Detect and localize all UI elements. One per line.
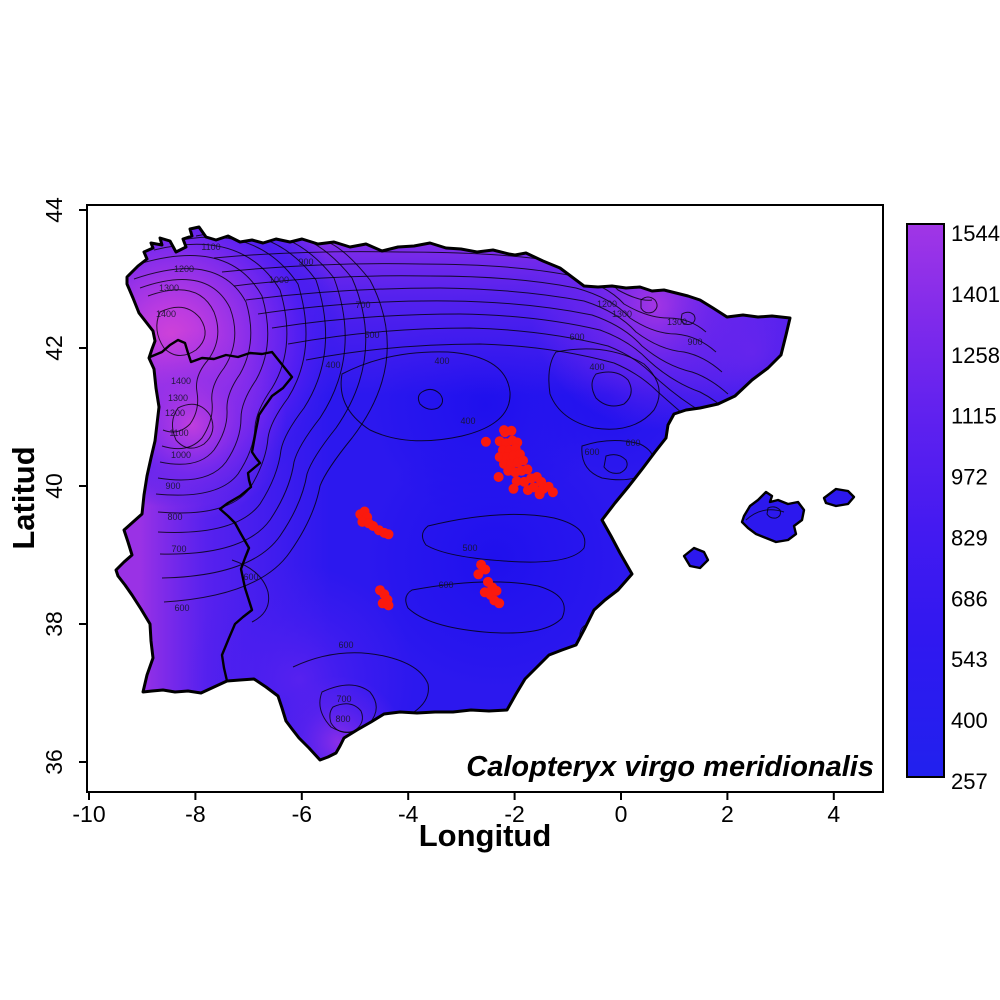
x-axis-title: Longitud: [419, 818, 552, 853]
contour-value-label: 600: [438, 580, 453, 590]
occurrence-point: [547, 487, 558, 498]
colorbar-gradient: [906, 223, 945, 778]
contour-value-label: 1300: [612, 309, 632, 319]
colorbar-tick-label: 1544: [951, 221, 1000, 246]
y-axis-title: Latitud: [6, 446, 41, 549]
contour-value-label: 600: [569, 332, 584, 342]
occurrence-point: [383, 529, 394, 540]
colorbar-tick-label: 257: [951, 769, 988, 794]
contour-value-label: 400: [460, 416, 475, 426]
contour-value-label: 500: [462, 543, 477, 553]
coastline-mallorca: [740, 490, 806, 544]
occurrence-point: [511, 476, 522, 487]
contour-value-label: 1000: [269, 275, 289, 285]
contour-value-label: 600: [243, 572, 258, 582]
colorbar-labels: 1544 1401 1258 1115 972 829 686 543 400 257: [951, 221, 1000, 794]
occurrence-points: [355, 425, 558, 611]
occurrence-point: [522, 485, 533, 496]
contour-value-label: 1200: [165, 408, 185, 418]
contour-value-label: 1400: [156, 309, 176, 319]
contour-value-label: 900: [687, 337, 702, 347]
contour-value-label: 500: [364, 330, 379, 340]
plot-frame: [86, 204, 884, 793]
coastline-iberia: [114, 225, 792, 762]
x-tick-label: 2: [721, 801, 734, 827]
contour-value-label: 1100: [169, 428, 188, 438]
x-tick-label: -10: [72, 801, 105, 827]
colorbar-tick-label: 686: [951, 586, 988, 611]
contour-value-label: 800: [167, 512, 182, 522]
y-tick-label: 40: [41, 473, 67, 499]
colorbar: 1544 1401 1258 1115 972 829 686 543 400 257: [906, 221, 1000, 794]
x-tick-label: -6: [292, 801, 312, 827]
contour-value-label: 1100: [201, 242, 220, 252]
contour-value-label: 1000: [171, 450, 191, 460]
y-tick-label: 42: [41, 335, 67, 361]
occurrence-point: [518, 455, 529, 466]
occurrence-point: [480, 436, 491, 447]
occurrence-point: [383, 600, 394, 611]
contour-value-label: 900: [165, 481, 180, 491]
contour-value-label: 600: [174, 603, 189, 613]
colorbar-tick-label: 400: [951, 708, 988, 733]
x-tick-label: -8: [185, 801, 205, 827]
occurrence-point: [506, 425, 517, 436]
contour-value-label: 900: [298, 257, 313, 267]
occurrence-point: [508, 483, 519, 494]
occurrence-point: [493, 472, 504, 482]
occurrence-point: [522, 464, 533, 475]
contour-value-label: 600: [584, 447, 599, 457]
occurrence-point: [473, 569, 484, 580]
x-tick-label: -2: [504, 801, 524, 827]
x-tick-label: 4: [827, 801, 840, 827]
x-tick-label: -4: [398, 801, 419, 827]
contour-value-label: 600: [625, 438, 640, 448]
y-tick-label: 36: [41, 749, 67, 775]
x-axis-ticks: -10 -8 -6 -4 -2 0 2 4: [72, 792, 840, 827]
y-tick-label: 38: [41, 611, 67, 637]
coastline-menorca: [822, 487, 856, 508]
colorbar-tick-label: 829: [951, 525, 988, 550]
contour-value-label: 800: [335, 714, 350, 724]
colorbar-tick-label: 972: [951, 465, 988, 490]
occurrence-point: [494, 598, 505, 609]
species-annotation: Calopteryx virgo meridionalis: [466, 751, 874, 783]
contour-value-label: 400: [325, 360, 340, 370]
contour-value-label: 1200: [174, 264, 194, 274]
contour-value-label: 1400: [171, 376, 191, 386]
border-portugal-spain: [149, 338, 294, 682]
contour-labels: 1100120013001400900100014001300120011001…: [156, 242, 703, 724]
contour-value-label: 1300: [159, 283, 179, 293]
occurrence-point: [491, 585, 502, 596]
contour-value-label: 700: [336, 694, 351, 704]
contour-value-label: 400: [434, 356, 449, 366]
contour-value-label: 1300: [168, 393, 188, 403]
colorbar-tick-label: 1115: [951, 404, 997, 429]
colorbar-tick-label: 1258: [951, 343, 1000, 368]
coastline-ibiza: [682, 546, 710, 570]
contour-value-label: 1200: [597, 299, 617, 309]
colorbar-tick-label: 1401: [951, 282, 1000, 307]
raster-field: 1100120013001400900100014001300120011001…: [116, 227, 854, 760]
contour-value-label: 700: [355, 300, 370, 310]
x-tick-label: 0: [615, 801, 628, 827]
colorbar-tick-label: 543: [951, 647, 988, 672]
contour-value-label: 600: [338, 640, 353, 650]
contour-value-label: 700: [171, 544, 186, 554]
contour-value-label: 400: [589, 362, 604, 372]
contour-lines: [133, 230, 785, 733]
field-nw-hotspot-2: [116, 227, 854, 760]
y-axis-ticks: 44 42 40 38 36: [41, 197, 87, 775]
occurrence-point: [534, 489, 545, 500]
y-tick-label: 44: [41, 197, 67, 223]
contour-value-label: 1300: [667, 317, 687, 327]
